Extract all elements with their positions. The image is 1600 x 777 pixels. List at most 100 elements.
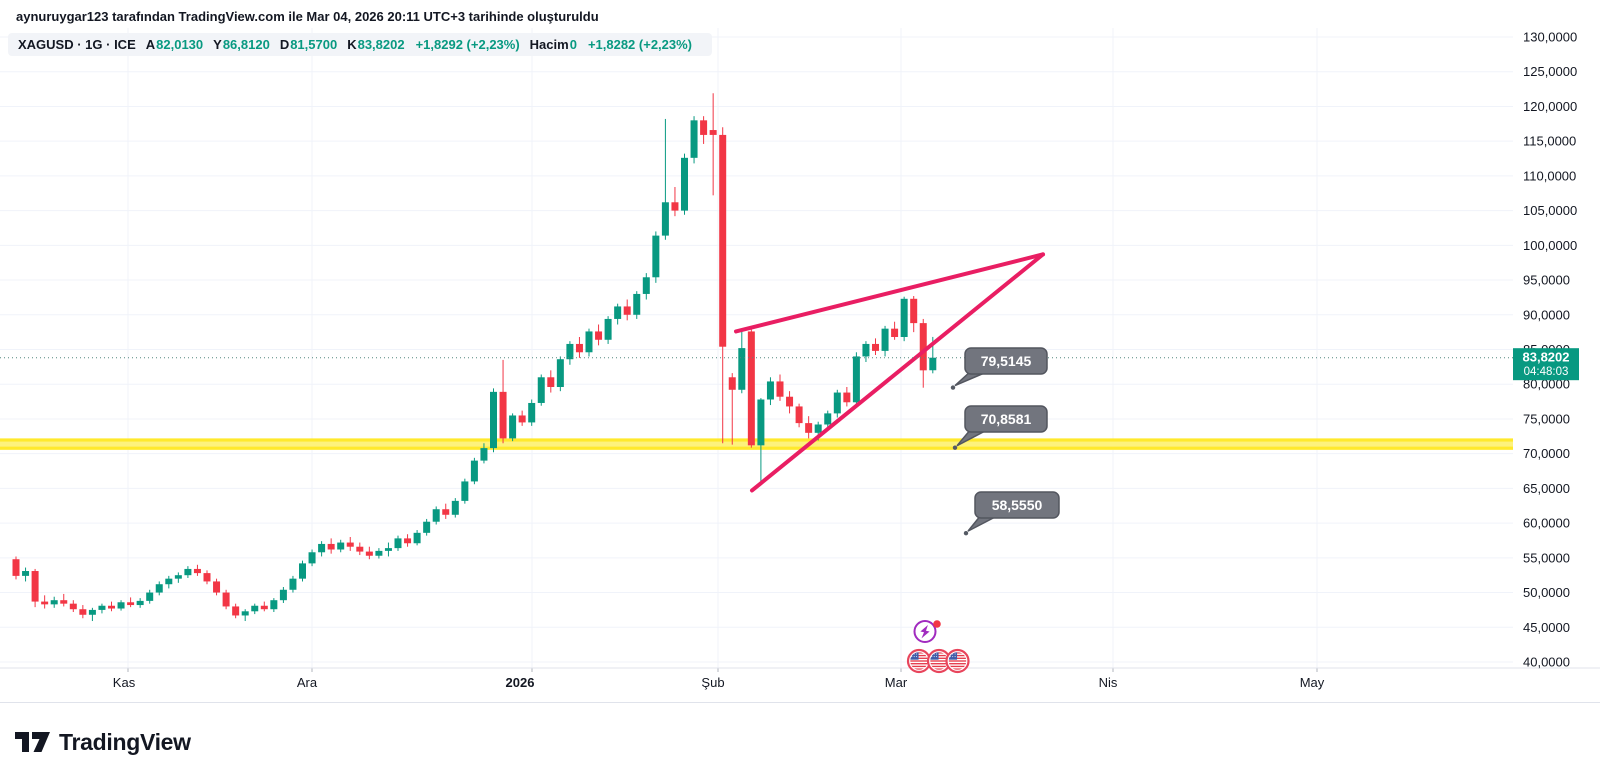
note-bubble[interactable] bbox=[974, 491, 1060, 519]
candle-body bbox=[308, 552, 316, 564]
candle bbox=[60, 593, 68, 607]
symbol-legend[interactable]: XAGUSD · 1G · ICE A82,0130 Y86,8120 D81,57… bbox=[8, 33, 713, 56]
candle bbox=[604, 316, 612, 344]
candle bbox=[776, 374, 784, 401]
candle-body bbox=[98, 605, 106, 610]
candle-body bbox=[241, 611, 249, 616]
price-axis-label: 125,0000 bbox=[1523, 64, 1577, 79]
candle-body bbox=[575, 343, 583, 353]
candle-body bbox=[719, 134, 727, 347]
candle-body bbox=[833, 392, 841, 414]
price-axis-label: 130,0000 bbox=[1523, 30, 1577, 45]
candle-body bbox=[509, 415, 517, 439]
candle bbox=[184, 566, 192, 578]
trend-line-wedge-upper[interactable] bbox=[734, 252, 1045, 334]
us-economic-event-icon[interactable] bbox=[906, 648, 932, 674]
candle bbox=[174, 572, 182, 583]
candle bbox=[50, 596, 58, 608]
candle-body bbox=[88, 609, 96, 615]
price-axis-label: 60,0000 bbox=[1523, 516, 1570, 531]
candle-body bbox=[671, 202, 679, 211]
candle bbox=[766, 377, 774, 406]
candle bbox=[384, 542, 392, 557]
candle-body bbox=[213, 581, 221, 593]
candle bbox=[566, 341, 574, 365]
candle bbox=[451, 498, 459, 518]
candle-body bbox=[222, 592, 230, 607]
candle-body bbox=[642, 277, 650, 294]
legend-field-value: 0 bbox=[569, 37, 577, 52]
candle bbox=[661, 118, 669, 240]
candle-body bbox=[356, 546, 364, 552]
candle bbox=[671, 186, 679, 217]
candle-body bbox=[528, 402, 536, 423]
note-anchor-dot bbox=[963, 530, 969, 536]
candle-body bbox=[136, 600, 144, 606]
price-note-callout[interactable]: 79,5145 bbox=[950, 347, 1048, 390]
note-bubble[interactable] bbox=[964, 347, 1048, 375]
candle-body bbox=[595, 331, 603, 340]
candle bbox=[146, 589, 154, 604]
candle bbox=[499, 359, 507, 444]
candle bbox=[423, 518, 431, 536]
candle-body bbox=[766, 381, 774, 400]
legend-field-label: Hacim bbox=[529, 37, 569, 52]
note-bubble[interactable] bbox=[964, 405, 1048, 433]
candle-body bbox=[556, 359, 564, 387]
candle bbox=[375, 548, 383, 559]
time-axis[interactable] bbox=[0, 668, 1600, 702]
candle bbox=[318, 541, 326, 557]
candle-body bbox=[31, 571, 39, 602]
candle-body bbox=[652, 235, 660, 278]
candle bbox=[595, 324, 603, 346]
candle-body bbox=[499, 391, 507, 439]
candle bbox=[614, 303, 622, 325]
candle bbox=[528, 399, 536, 426]
candle bbox=[862, 341, 870, 362]
price-note-callout[interactable]: 70,8581 bbox=[952, 405, 1048, 450]
note-anchor-dot bbox=[952, 445, 958, 450]
candle-body bbox=[365, 551, 373, 556]
legend-field-value: 86,8120 bbox=[222, 37, 270, 52]
candle bbox=[900, 296, 908, 342]
tradingview-logo[interactable]: TradingView bbox=[15, 729, 191, 756]
price-axis-label: 110,0000 bbox=[1523, 168, 1576, 183]
candle bbox=[79, 605, 87, 619]
price-note-callout[interactable]: 58,5550 bbox=[963, 491, 1060, 536]
us-economic-event-icon[interactable] bbox=[945, 648, 970, 674]
time-axis-label: Ara bbox=[297, 675, 318, 690]
price-axis-label: 90,0000 bbox=[1523, 307, 1570, 322]
note-price-text: 79,5145 bbox=[981, 353, 1032, 369]
tradingview-logo-text: TradingView bbox=[59, 729, 191, 755]
time-axis-label: Nis bbox=[1099, 675, 1118, 690]
price-axis-label: 80,0000 bbox=[1523, 377, 1570, 392]
time-axis-label: Şub bbox=[701, 675, 724, 690]
price-axis-label: 75,0000 bbox=[1523, 411, 1570, 426]
candle bbox=[910, 296, 918, 333]
candle bbox=[165, 575, 173, 589]
candle-body bbox=[566, 343, 574, 360]
candle-body bbox=[193, 568, 201, 574]
candle bbox=[108, 601, 115, 612]
candle bbox=[136, 598, 144, 608]
candle bbox=[356, 542, 364, 556]
candle-body bbox=[251, 605, 259, 612]
candle bbox=[795, 403, 803, 428]
candle bbox=[738, 330, 746, 394]
trend-line-wedge-lower[interactable] bbox=[750, 252, 1045, 493]
candle bbox=[337, 539, 345, 553]
symbol-title[interactable]: XAGUSD · 1G · ICE bbox=[18, 37, 136, 52]
candle bbox=[461, 478, 469, 504]
price-chart-canvas[interactable]: 79,5145 70,8581 58,5550 130,0000 125,0000 120… bbox=[0, 0, 1600, 702]
candle bbox=[585, 328, 593, 357]
candle bbox=[270, 598, 278, 612]
price-axis-label: 55,0000 bbox=[1523, 550, 1570, 565]
candle-body bbox=[805, 423, 813, 433]
candle bbox=[346, 536, 354, 551]
candle-body bbox=[318, 543, 326, 553]
candle-body bbox=[50, 600, 58, 605]
candle bbox=[232, 603, 240, 619]
flash-event-icon[interactable] bbox=[913, 620, 941, 643]
note-price-text: 58,5550 bbox=[992, 497, 1043, 513]
candle-body bbox=[394, 538, 402, 549]
